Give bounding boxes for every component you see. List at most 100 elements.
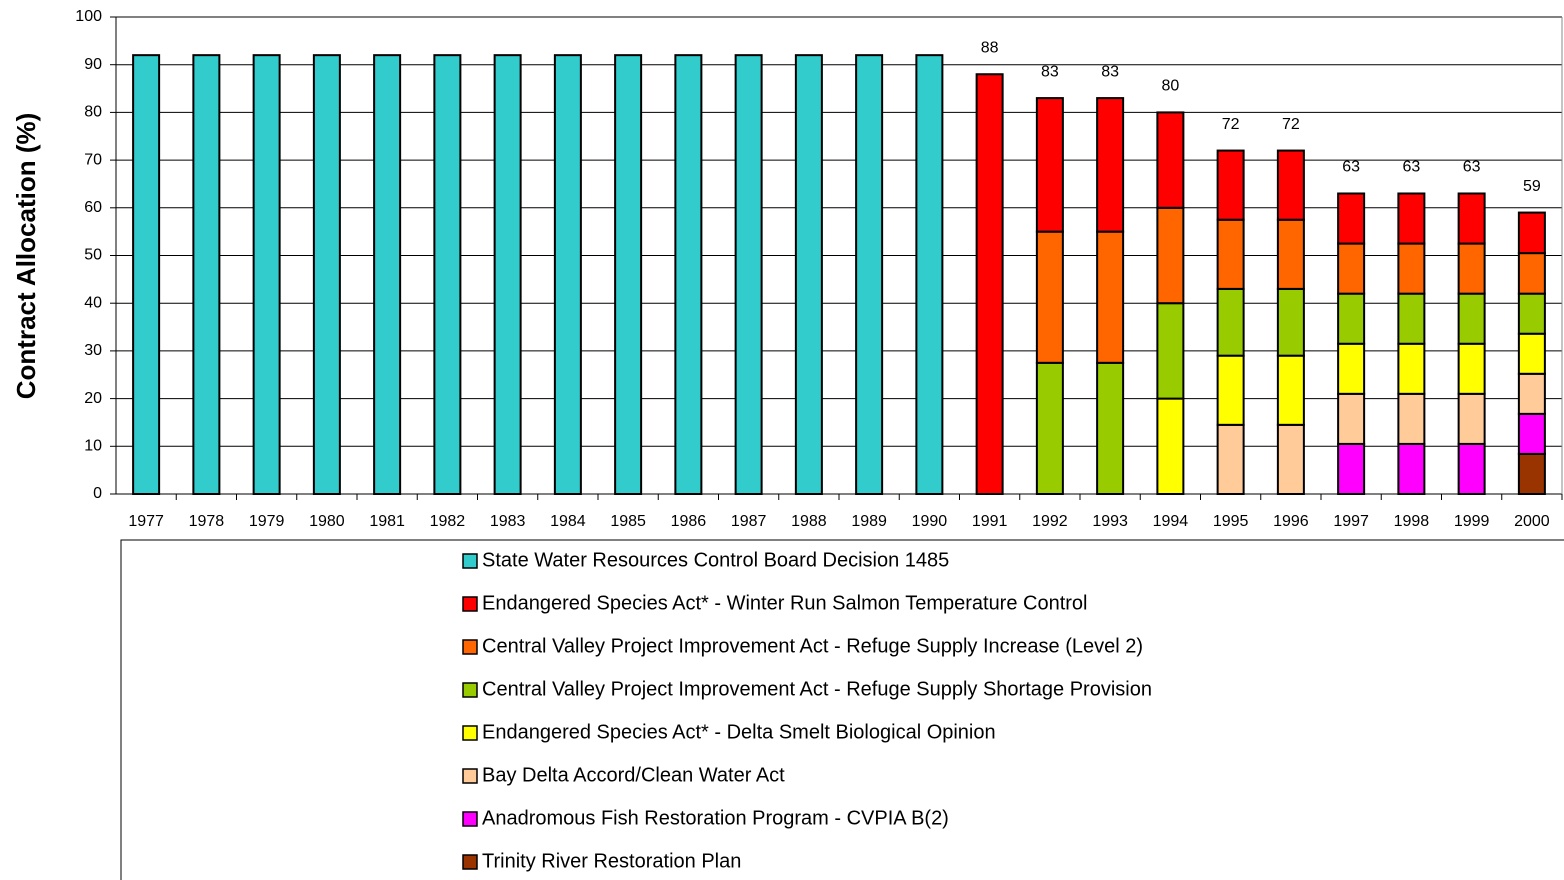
x-tick-label: 1997 xyxy=(1333,513,1369,530)
legend-swatch xyxy=(462,725,478,741)
legend-label: Bay Delta Accord/Clean Water Act xyxy=(482,764,785,786)
total-label: 72 xyxy=(1222,116,1240,133)
legend-label: Endangered Species Act* - Winter Run Sal… xyxy=(482,592,1088,614)
x-tick-label: 1995 xyxy=(1213,513,1249,530)
bar-segment xyxy=(734,54,763,495)
legend-swatch xyxy=(462,596,478,612)
bar-segment xyxy=(1276,149,1305,221)
y-tick-label: 0 xyxy=(93,485,102,502)
bar-segment xyxy=(1156,111,1185,209)
y-tick-label: 10 xyxy=(84,438,102,455)
bar-segment xyxy=(1276,287,1305,357)
x-tick-label: 1993 xyxy=(1092,513,1128,530)
y-tick-label: 30 xyxy=(84,342,102,359)
y-tick-label: 50 xyxy=(84,247,102,264)
bar-segment xyxy=(132,54,161,495)
y-tick-label: 70 xyxy=(84,151,102,168)
bar-segment xyxy=(1096,361,1125,496)
bar-segment xyxy=(1216,354,1245,426)
bar-segment xyxy=(1517,332,1546,375)
bar-segment xyxy=(794,54,823,495)
x-tick-label: 1987 xyxy=(731,513,767,530)
legend-label: Anadromous Fish Restoration Program - CV… xyxy=(482,807,949,829)
x-tick-label: 1996 xyxy=(1273,513,1309,530)
bar-segment xyxy=(1457,242,1486,295)
bar-segment xyxy=(915,54,944,495)
total-label: 83 xyxy=(1041,63,1059,80)
legend-box xyxy=(120,539,1564,880)
legend-label: Endangered Species Act* - Delta Smelt Bi… xyxy=(482,721,996,743)
legend-swatch xyxy=(462,811,478,827)
y-tick-label: 90 xyxy=(84,56,102,73)
y-tick-label: 20 xyxy=(84,390,102,407)
bar-segment xyxy=(1216,149,1245,221)
legend-swatch xyxy=(462,854,478,870)
bar-segment xyxy=(1156,206,1185,305)
x-tick-label: 1985 xyxy=(610,513,646,530)
x-tick-label: 2000 xyxy=(1514,513,1550,530)
legend-label: Central Valley Project Improvement Act -… xyxy=(482,635,1143,657)
x-tick-label: 1977 xyxy=(128,513,164,530)
legend-label: Central Valley Project Improvement Act -… xyxy=(482,678,1152,700)
y-tick-label: 40 xyxy=(84,294,102,311)
bar-segment xyxy=(1517,412,1546,455)
x-tick-label: 1983 xyxy=(490,513,526,530)
x-tick-label: 1988 xyxy=(791,513,827,530)
bar-segment xyxy=(1337,292,1366,345)
bar-segment xyxy=(553,54,582,495)
total-label: 63 xyxy=(1463,159,1481,176)
x-tick-label: 1979 xyxy=(249,513,285,530)
x-tick-label: 1990 xyxy=(912,513,948,530)
bar-segment xyxy=(1337,392,1366,445)
bar-segment xyxy=(1035,97,1064,233)
bar-segment xyxy=(1337,442,1366,496)
legend-label: State Water Resources Control Board Deci… xyxy=(482,549,949,571)
y-axis-title: Contract Allocation (%) xyxy=(11,113,41,399)
bar-segment xyxy=(1337,192,1366,245)
y-tick-label: 60 xyxy=(84,199,102,216)
bar-segment xyxy=(1517,292,1546,335)
x-tick-label: 1978 xyxy=(189,513,225,530)
bar-segment xyxy=(1517,252,1546,295)
x-tick-label: 1984 xyxy=(550,513,586,530)
bar-segment xyxy=(1096,230,1125,364)
legend-swatch xyxy=(462,768,478,784)
total-label: 72 xyxy=(1282,116,1300,133)
bar-segment xyxy=(1397,442,1426,496)
x-tick-label: 1991 xyxy=(972,513,1008,530)
y-tick-label: 80 xyxy=(84,104,102,121)
bar-segment xyxy=(1216,423,1245,495)
bar-segment xyxy=(433,54,462,495)
bar-segment xyxy=(614,54,643,495)
total-label: 63 xyxy=(1402,159,1420,176)
x-tick-label: 1989 xyxy=(851,513,887,530)
bar-segment xyxy=(1096,97,1125,233)
legend-label: Trinity River Restoration Plan xyxy=(482,850,741,872)
bar-segment xyxy=(1276,354,1305,426)
bar-segment xyxy=(674,54,703,495)
bar-segment xyxy=(1397,192,1426,245)
bar-segment xyxy=(1397,292,1426,345)
bar-segment xyxy=(1276,218,1305,290)
bar-segment xyxy=(1397,242,1426,295)
bar-segment xyxy=(1035,361,1064,496)
bar-segment xyxy=(1216,287,1245,357)
bar-segment xyxy=(252,54,281,495)
bar-segment xyxy=(1517,372,1546,415)
bar-segment xyxy=(1216,218,1245,290)
bar-segment xyxy=(1397,342,1426,395)
y-tick-label: 100 xyxy=(75,8,102,25)
total-label: 83 xyxy=(1101,63,1119,80)
bar-segment xyxy=(975,73,1004,496)
total-label: 59 xyxy=(1523,178,1541,195)
total-label: 88 xyxy=(981,39,999,56)
bar-segment xyxy=(1457,342,1486,395)
x-tick-label: 1994 xyxy=(1153,513,1189,530)
bar-segment xyxy=(1156,397,1185,496)
bar-segment xyxy=(855,54,884,495)
bar-segment xyxy=(373,54,402,495)
bar-segment xyxy=(1517,211,1546,255)
bar-segment xyxy=(493,54,522,495)
bar-segment xyxy=(1457,192,1486,245)
x-tick-label: 1981 xyxy=(369,513,405,530)
